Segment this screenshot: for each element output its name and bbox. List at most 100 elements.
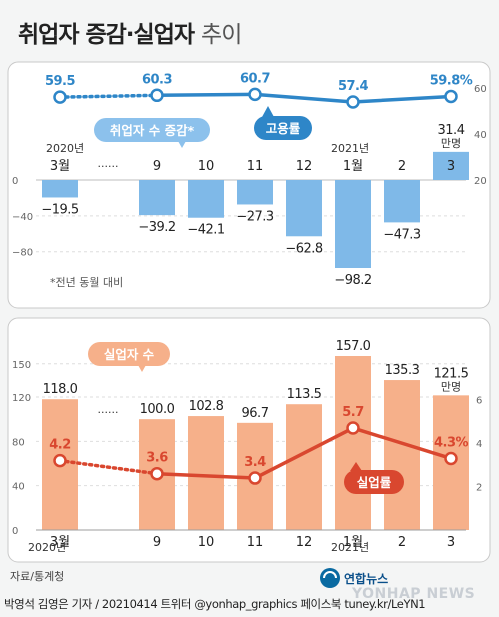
employment-labels: −19.5 −39.2 −42.1 −27.3 −62.8 −98.2 −47.3 31.4만… bbox=[41, 123, 465, 288]
employment-rate-point bbox=[346, 95, 360, 109]
employment-rate-label-value: 59.5 bbox=[45, 74, 76, 89]
employment-bar-label: −42.1 bbox=[187, 223, 225, 238]
employment-ytick-left: −40 bbox=[12, 212, 33, 223]
unemployment-rate-label-value: 4.3% bbox=[434, 435, 469, 450]
unemployment-ytick-right: 4 bbox=[476, 439, 482, 450]
employment-category-label: 2 bbox=[398, 159, 406, 174]
unemployment-rate-label-value: 3.4 bbox=[244, 455, 266, 470]
unemployment-bar bbox=[384, 380, 420, 530]
unemployment-bar-label: 113.5 bbox=[287, 387, 322, 402]
employment-category-label: 11 bbox=[247, 159, 264, 174]
unemployment-ytick-left: 0 bbox=[12, 526, 18, 537]
employment-bar-label: 31.4 bbox=[438, 123, 465, 138]
unemployment-rate-label-value: 5.7 bbox=[342, 405, 364, 420]
employment-category-label: 12 bbox=[296, 159, 313, 174]
employment-footnote: *전년 동월 대비 bbox=[50, 276, 123, 289]
unemployment-bar bbox=[188, 416, 224, 530]
year-2021-top: 2021년 bbox=[331, 142, 369, 155]
employment-category-label: 3 bbox=[447, 159, 455, 174]
unemployment-rate-point bbox=[444, 451, 458, 466]
employment-bar-label: −19.5 bbox=[41, 202, 79, 217]
employment-bar-label: −39.2 bbox=[138, 220, 175, 235]
unemployment-bar bbox=[335, 356, 371, 530]
yonhap-logo: 연합뉴스 bbox=[320, 568, 388, 588]
employment-category-label: 9 bbox=[153, 159, 161, 174]
x-axis-category: 3 bbox=[447, 535, 455, 550]
unemployment-rate-point bbox=[150, 466, 164, 481]
x-axis-category: 1월 bbox=[343, 535, 363, 550]
employment-bar bbox=[384, 180, 420, 223]
unemployment-bar-label: 100.0 bbox=[140, 402, 175, 417]
unemployment-rate-callout: 실업률 bbox=[344, 462, 404, 494]
unemployment-rate-label-value: 4.2 bbox=[49, 438, 71, 453]
employment-gap-marker: ······ bbox=[98, 160, 119, 173]
unemployment-rate-point bbox=[248, 471, 262, 485]
employment-rate-label-value: 60.7 bbox=[240, 71, 271, 86]
unemployment-rate-label: 실업률 bbox=[357, 475, 392, 490]
unemployment-bar-label: 96.7 bbox=[242, 406, 269, 421]
employment-bar bbox=[335, 180, 371, 268]
watermark: YONHAP NEWS bbox=[351, 586, 475, 602]
employment-ytick-right: 40 bbox=[474, 130, 487, 141]
employment-bar bbox=[42, 180, 78, 198]
employment-bar bbox=[139, 180, 175, 216]
employment-ytick-right: 60 bbox=[474, 84, 487, 95]
employment-bars bbox=[42, 151, 469, 268]
employment-ytick-right: 20 bbox=[474, 176, 487, 187]
unemployment-rate-label-value: 3.6 bbox=[146, 451, 168, 466]
unemployment-gridlines: 150 120 80 40 0 6 4 2 bbox=[12, 360, 482, 537]
year-2021-bottom: 2021년 bbox=[331, 541, 369, 554]
employment-panel: 0 −40 −80 60 40 20 59.5 60.3 60.7 57.4 59.8% −19.… bbox=[7, 61, 491, 309]
unemployment-rate-point bbox=[346, 421, 360, 435]
employment-rate-label-value: 57.4 bbox=[338, 79, 369, 94]
employment-rate-point bbox=[248, 87, 262, 102]
unemployment-bar-label: 121.5 bbox=[434, 366, 469, 381]
unemployment-series-callout: 실업자 수 bbox=[88, 342, 170, 372]
employment-bar bbox=[286, 180, 322, 237]
unemployment-ytick-right: 2 bbox=[476, 483, 482, 494]
employment-bar-label: −62.8 bbox=[285, 241, 323, 256]
x-axis-category: 9 bbox=[153, 535, 161, 550]
page-title: 취업자 증감·실업자 추이 bbox=[18, 22, 241, 48]
employment-series-callout: 취업자 수 증감* bbox=[94, 118, 210, 148]
employment-rate-callout: 고용률 bbox=[254, 106, 312, 140]
x-axis-category: 3월 bbox=[50, 535, 70, 550]
unemployment-ytick-left: 120 bbox=[12, 393, 31, 404]
credit-line: 박영석 김영은 기자 / 20210414 트위터 @yonhap_graphi… bbox=[4, 597, 425, 611]
x-axis-category: 10 bbox=[198, 535, 215, 550]
year-2020-top: 2020년 bbox=[46, 142, 84, 155]
unemployment-unit: 만명 bbox=[441, 380, 461, 393]
unemployment-bar bbox=[286, 404, 322, 530]
unemployment-series-label: 실업자 수 bbox=[104, 347, 155, 362]
employment-rate-label: 고용률 bbox=[266, 121, 301, 136]
unemployment-ytick-left: 80 bbox=[12, 437, 25, 448]
employment-bar-label: −27.3 bbox=[236, 209, 274, 224]
unemployment-panel: 150 120 80 40 0 6 4 2 4.2 3.6 3.4 5.7 4.3% 118.0 100… bbox=[7, 317, 491, 563]
employment-rate-label-value: 59.8% bbox=[430, 73, 473, 88]
unemployment-ytick-right: 6 bbox=[476, 396, 482, 407]
unemployment-bar-label: 118.0 bbox=[43, 382, 78, 397]
employment-rate-point bbox=[444, 89, 458, 104]
employment-bar-label: −47.3 bbox=[383, 227, 421, 242]
employment-bar bbox=[237, 180, 273, 205]
employment-rate-line: 59.5 60.3 60.7 57.4 59.8% bbox=[45, 71, 473, 109]
employment-rate-dotted-segment bbox=[58, 93, 159, 99]
employment-bar bbox=[433, 151, 469, 180]
employment-category-label: 1월 bbox=[343, 159, 363, 174]
employment-rate-point bbox=[53, 90, 67, 104]
unemployment-bar-label: 157.0 bbox=[336, 339, 371, 354]
employment-bar bbox=[188, 180, 224, 218]
employment-ytick-left: −80 bbox=[12, 248, 33, 259]
employment-bar-label: −98.2 bbox=[334, 273, 371, 288]
unemployment-labels: 118.0 100.0 102.8 96.7 113.5 157.0 135.3 121.5만… bbox=[43, 339, 469, 421]
employment-ytick-left: 0 bbox=[12, 176, 18, 187]
x-axis-category: 12 bbox=[296, 535, 313, 550]
source-text: 자료/통계청 bbox=[10, 570, 64, 583]
employment-unit: 만명 bbox=[441, 137, 461, 150]
unemployment-rate-dotted-segment bbox=[58, 458, 159, 476]
unemployment-rate-point bbox=[53, 453, 67, 468]
year-2020-bottom: 2020년 bbox=[28, 541, 66, 554]
unemployment-rate-line: 4.2 3.6 3.4 5.7 4.3% bbox=[49, 405, 469, 485]
